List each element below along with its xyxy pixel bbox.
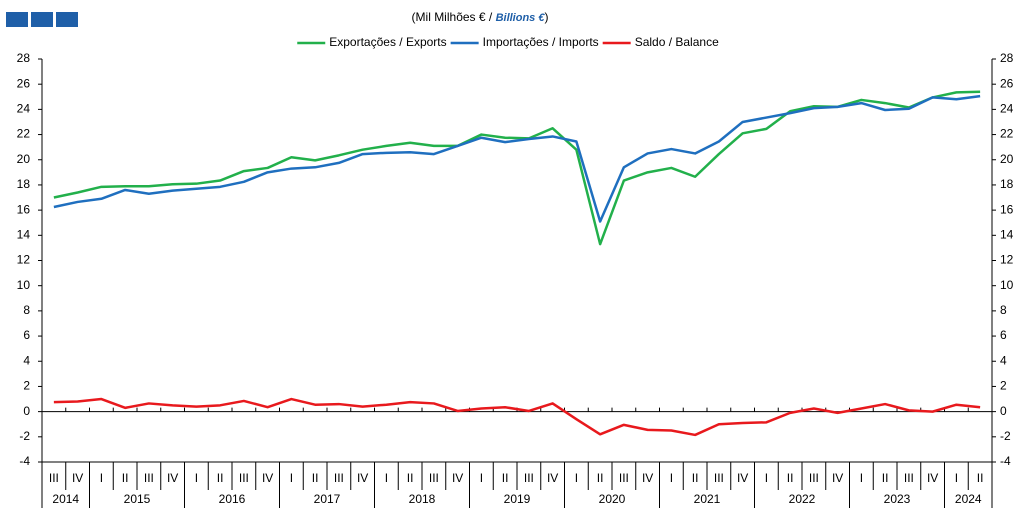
y-tick-label: 26 xyxy=(17,76,31,90)
x-tick-label: II xyxy=(787,471,794,485)
y-tick-label: -4 xyxy=(19,454,30,468)
y2-tick-label: 18 xyxy=(1000,177,1014,191)
x-tick-label: I xyxy=(195,471,198,485)
x-tick-label: IV xyxy=(927,471,938,485)
chart-title: (Mil Milhões € / Billions €) xyxy=(412,10,549,24)
y-tick-label: 24 xyxy=(17,102,31,116)
series-line xyxy=(53,94,981,223)
x-tick-label: IV xyxy=(452,471,463,485)
year-label: 2022 xyxy=(789,492,816,506)
x-tick-label: II xyxy=(597,471,604,485)
x-tick-label: II xyxy=(882,471,889,485)
x-tick-label: III xyxy=(239,471,249,485)
x-tick-label: III xyxy=(334,471,344,485)
x-tick-label: I xyxy=(100,471,103,485)
y2-tick-label: 20 xyxy=(1000,152,1014,166)
y2-tick-label: 16 xyxy=(1000,202,1014,216)
y-tick-label: 18 xyxy=(17,177,31,191)
series-line xyxy=(53,90,981,246)
y2-tick-label: 28 xyxy=(1000,51,1014,65)
y2-tick-label: -2 xyxy=(1000,429,1011,443)
x-tick-label: IV xyxy=(642,471,653,485)
logo-block xyxy=(6,12,28,27)
y2-tick-label: 14 xyxy=(1000,227,1014,241)
legend-label: Exportações / Exports xyxy=(329,35,446,49)
y2-tick-label: 6 xyxy=(1000,328,1007,342)
x-tick-label: III xyxy=(619,471,629,485)
year-label: 2017 xyxy=(314,492,341,506)
x-tick-label: II xyxy=(407,471,414,485)
year-label: 2020 xyxy=(599,492,626,506)
y2-tick-label: 4 xyxy=(1000,353,1007,367)
x-tick-label: III xyxy=(144,471,154,485)
x-tick-label: IV xyxy=(832,471,843,485)
title-end: ) xyxy=(544,10,548,24)
x-tick-label: I xyxy=(765,471,768,485)
x-tick-label: III xyxy=(524,471,534,485)
year-label: 2023 xyxy=(884,492,911,506)
y2-tick-label: 26 xyxy=(1000,76,1014,90)
title-pt: (Mil Milhões € / xyxy=(412,10,496,24)
x-tick-label: IV xyxy=(262,471,273,485)
year-label: 2024 xyxy=(955,492,982,506)
x-tick-label: III xyxy=(429,471,439,485)
x-tick-label: I xyxy=(385,471,388,485)
x-tick-label: IV xyxy=(357,471,368,485)
x-tick-label: I xyxy=(860,471,863,485)
year-label: 2016 xyxy=(219,492,246,506)
x-tick-label: II xyxy=(122,471,129,485)
x-tick-label: I xyxy=(290,471,293,485)
x-tick-label: IV xyxy=(737,471,748,485)
y2-tick-label: -4 xyxy=(1000,454,1011,468)
y-tick-label: 28 xyxy=(17,51,31,65)
y-tick-label: 12 xyxy=(17,253,31,267)
logo-block xyxy=(31,12,53,27)
y-tick-label: 0 xyxy=(23,404,30,418)
y-tick-label: 4 xyxy=(23,353,30,367)
y-tick-label: 22 xyxy=(17,127,31,141)
y2-tick-label: 2 xyxy=(1000,379,1007,393)
x-tick-label: II xyxy=(312,471,319,485)
legend-label: Importações / Imports xyxy=(483,35,599,49)
y2-tick-label: 12 xyxy=(1000,253,1014,267)
x-tick-label: IV xyxy=(167,471,178,485)
x-tick-label: IV xyxy=(72,471,83,485)
x-tick-label: II xyxy=(692,471,699,485)
y-tick-label: 20 xyxy=(17,152,31,166)
x-tick-label: I xyxy=(480,471,483,485)
x-tick-label: III xyxy=(904,471,914,485)
x-tick-label: I xyxy=(670,471,673,485)
y2-tick-label: 10 xyxy=(1000,278,1014,292)
x-tick-label: III xyxy=(714,471,724,485)
series-line xyxy=(53,397,981,437)
y2-tick-label: 0 xyxy=(1000,404,1007,418)
y-tick-label: 6 xyxy=(23,328,30,342)
x-tick-label: I xyxy=(955,471,958,485)
x-tick-label: I xyxy=(575,471,578,485)
year-label: 2015 xyxy=(124,492,151,506)
year-label: 2021 xyxy=(694,492,721,506)
y2-tick-label: 22 xyxy=(1000,127,1014,141)
year-label: 2019 xyxy=(504,492,531,506)
y-tick-label: 8 xyxy=(23,303,30,317)
y2-tick-label: 24 xyxy=(1000,102,1014,116)
y-tick-label: 2 xyxy=(23,379,30,393)
y2-tick-label: 8 xyxy=(1000,303,1007,317)
y-tick-label: -2 xyxy=(19,429,30,443)
y-tick-label: 16 xyxy=(17,202,31,216)
logo-block xyxy=(56,12,78,27)
title-en: Billions € xyxy=(496,12,546,24)
x-tick-label: II xyxy=(977,471,984,485)
x-tick-label: IV xyxy=(547,471,558,485)
year-label: 2018 xyxy=(409,492,436,506)
x-tick-label: III xyxy=(49,471,59,485)
legend-label: Saldo / Balance xyxy=(635,35,719,49)
y-tick-label: 14 xyxy=(17,227,31,241)
y-tick-label: 10 xyxy=(17,278,31,292)
x-tick-label: II xyxy=(217,471,224,485)
x-tick-label: II xyxy=(502,471,509,485)
x-tick-label: III xyxy=(809,471,819,485)
year-label: 2014 xyxy=(52,492,79,506)
